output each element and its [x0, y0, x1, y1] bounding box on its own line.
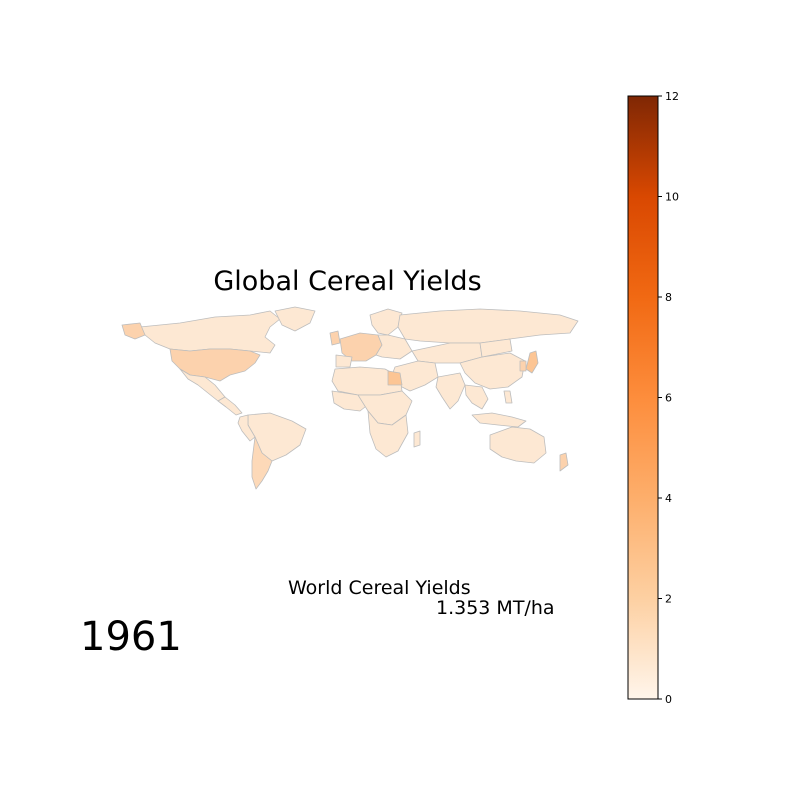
colorbar-bar [627, 95, 659, 700]
region-southeast-asia [464, 384, 489, 410]
colorbar-tick-label: 12 [665, 90, 679, 103]
region-central-america [217, 396, 243, 416]
region-uk [329, 330, 341, 346]
region-india [435, 372, 466, 410]
colorbar-svg: 0 2 4 6 8 10 12 [627, 90, 679, 706]
region-indonesia [471, 412, 527, 428]
region-philippines [503, 390, 513, 404]
region-west-sa [237, 414, 256, 442]
region-usa [169, 348, 261, 382]
colorbar-tick-label: 4 [665, 492, 672, 505]
region-russia [397, 308, 579, 344]
region-southern-africa [367, 410, 409, 458]
region-scandinavia [369, 308, 403, 336]
colorbar: 0 2 4 6 8 10 12 [620, 88, 700, 708]
region-new-zealand [559, 452, 569, 472]
region-eastern-europe [375, 334, 413, 360]
world-map-svg [121, 306, 579, 490]
colorbar-tick-label: 0 [665, 693, 672, 706]
colorbar-tick-label: 6 [665, 392, 672, 405]
world-map [120, 305, 580, 490]
region-madagascar [413, 430, 421, 448]
world-yield-label: World Cereal Yields [288, 577, 471, 599]
region-japan [525, 350, 539, 374]
region-alaska [121, 322, 146, 340]
colorbar-tick-label: 8 [665, 291, 672, 304]
region-iberia [335, 354, 353, 368]
region-greenland [274, 306, 316, 332]
year-label: 1961 [80, 614, 182, 660]
region-argentina [251, 436, 273, 490]
colorbar-tick-label: 2 [665, 593, 672, 606]
region-china [459, 352, 526, 390]
region-australia [489, 426, 547, 464]
map-title: Global Cereal Yields [213, 266, 482, 297]
region-korea [519, 360, 527, 372]
region-canada [139, 310, 281, 354]
region-mongolia [479, 338, 513, 358]
colorbar-ticks: 0 2 4 6 8 10 12 [658, 90, 679, 706]
colorbar-tick-label: 10 [665, 191, 679, 204]
region-egypt [387, 370, 403, 386]
world-yield-value: 1.353 MT/ha [436, 597, 555, 619]
